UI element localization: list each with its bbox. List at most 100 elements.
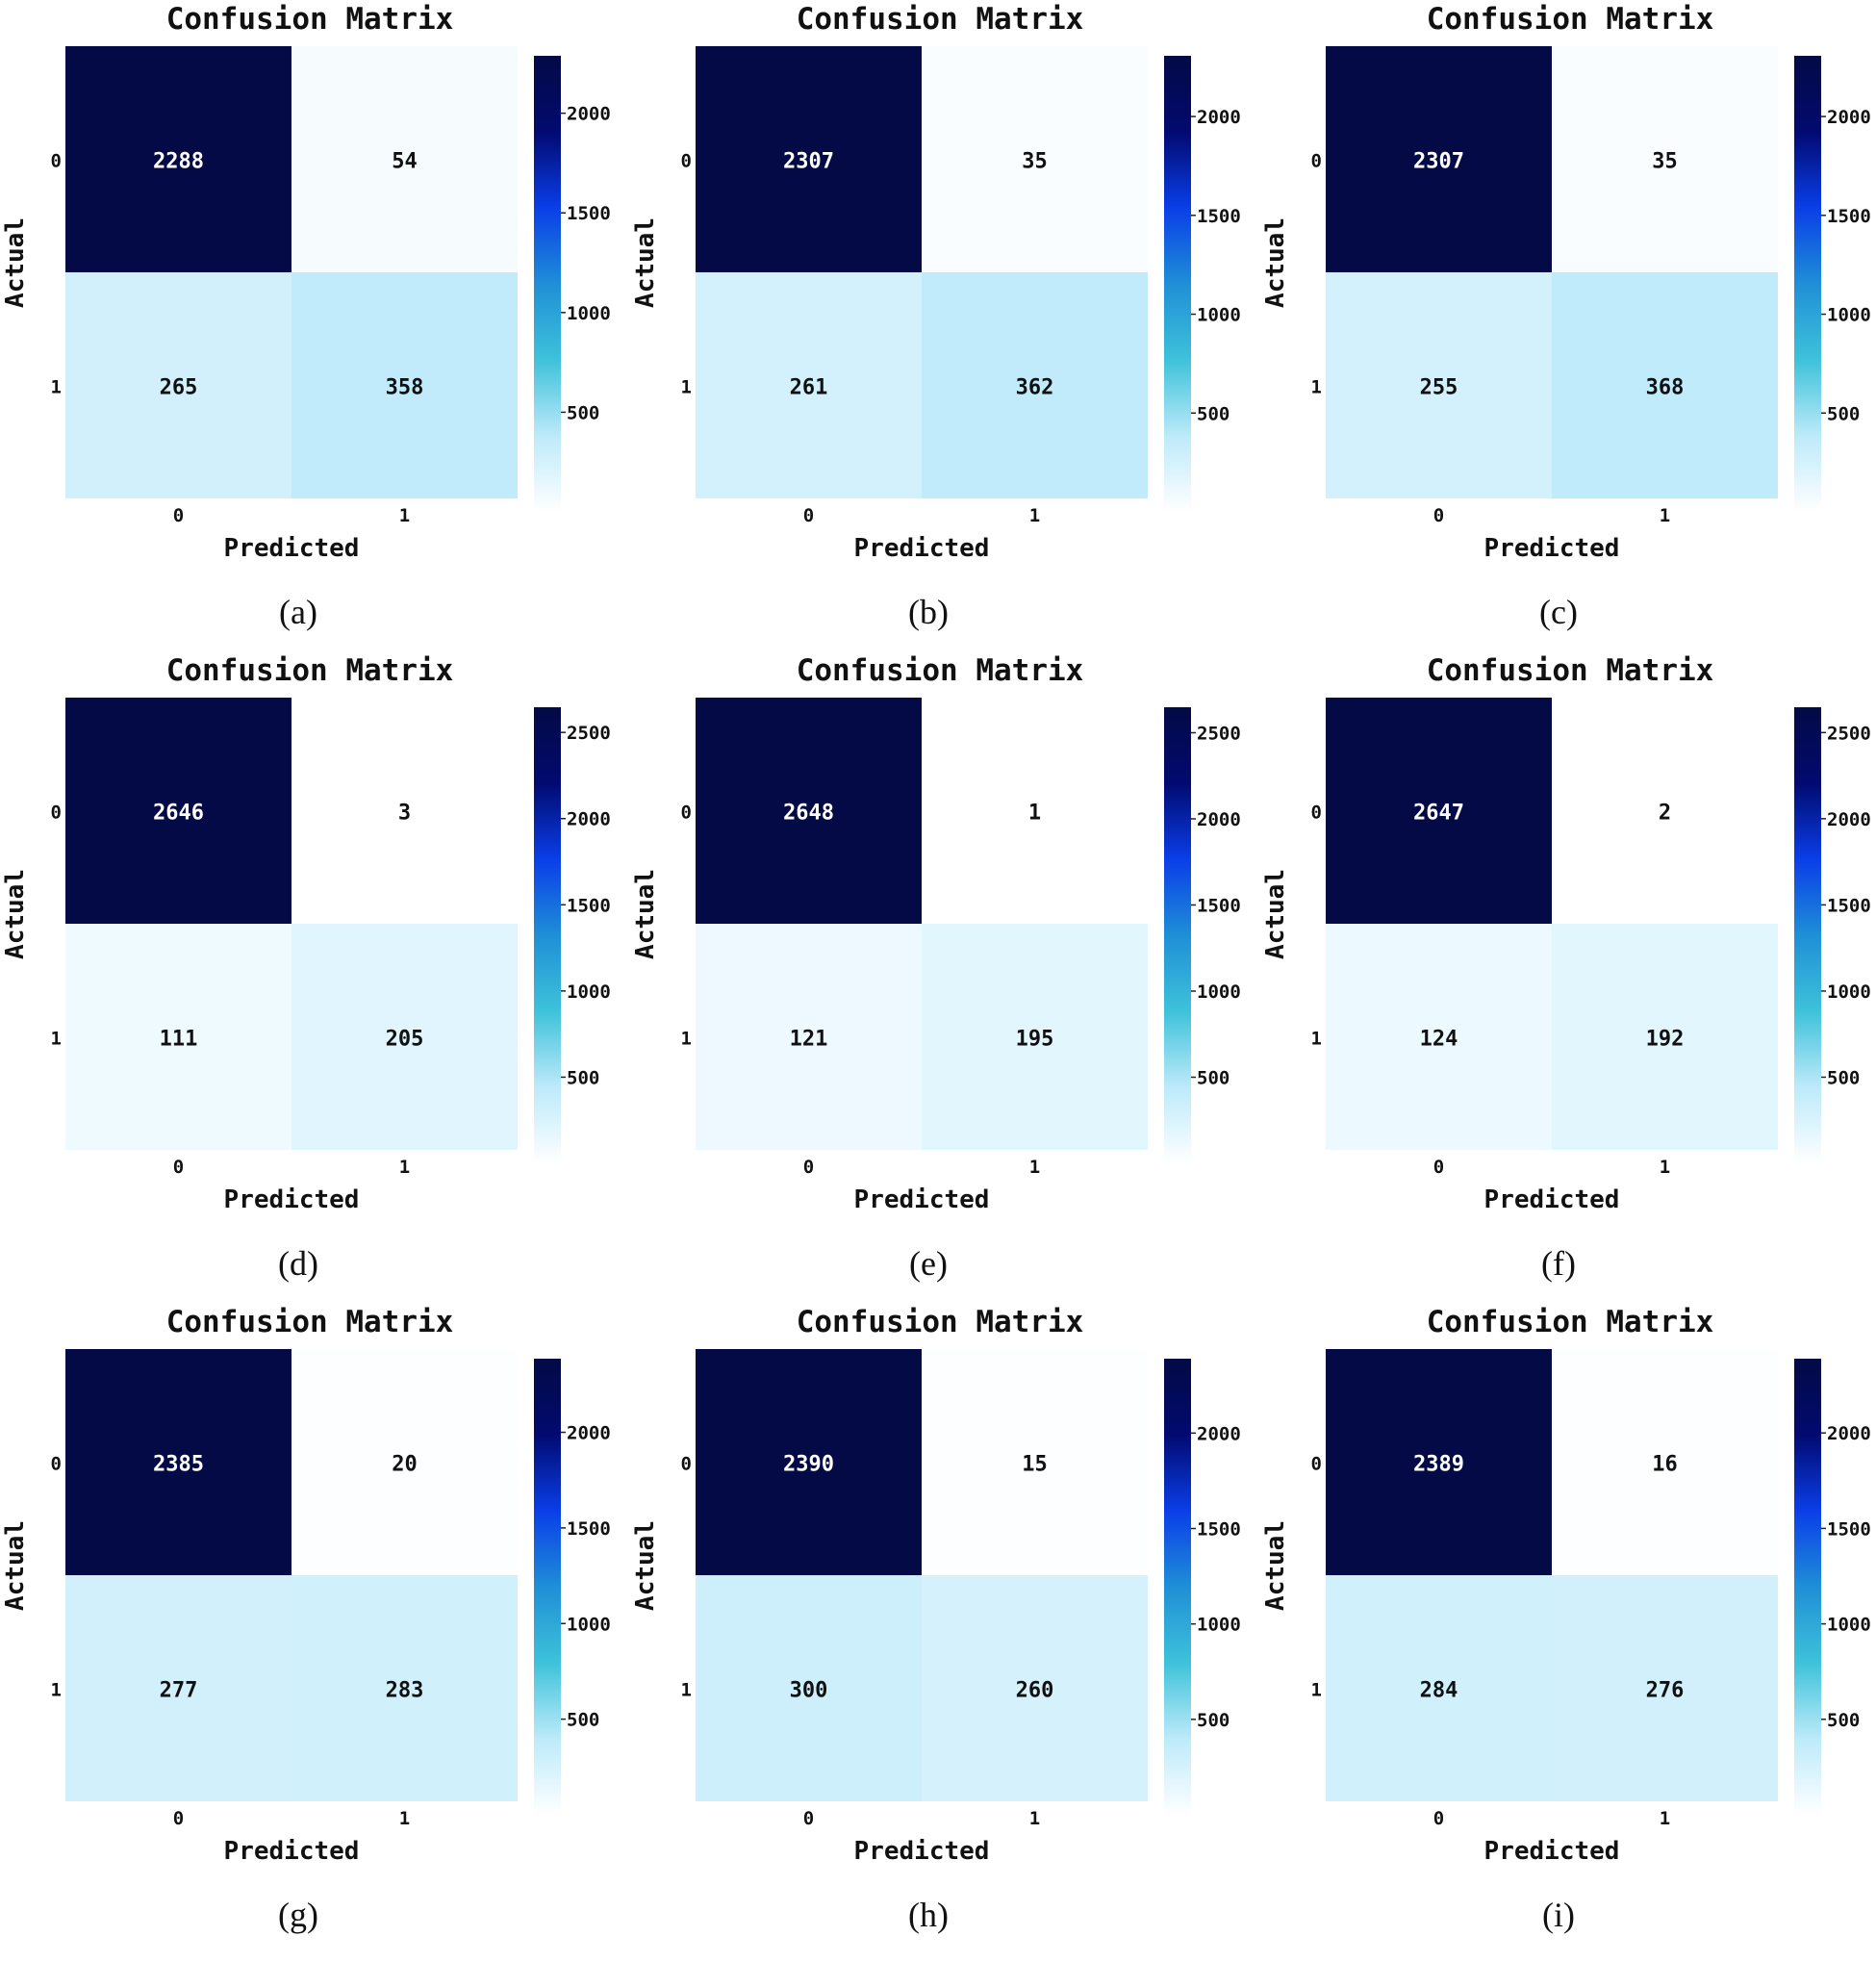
- y-axis-label: Actual: [631, 217, 660, 308]
- x-axis-label: Predicted: [1484, 1185, 1620, 1214]
- colorbar-tick-label: 500: [1827, 403, 1860, 424]
- colorbar-tick-label: 2500: [567, 723, 611, 744]
- colorbar: [1794, 56, 1821, 512]
- x-tick-label: 0: [803, 1808, 814, 1829]
- panel-caption: (c): [1539, 593, 1578, 631]
- cell-value-label: 54: [392, 150, 418, 174]
- colorbar-tick-label: 2000: [1827, 107, 1871, 128]
- chart-title: Confusion Matrix: [1427, 1305, 1714, 1339]
- heatmap-cell: [1326, 1575, 1552, 1801]
- heatmap-cell: [696, 272, 922, 498]
- colorbar-tick-label: 1000: [1827, 981, 1871, 1003]
- cell-value-label: 300: [790, 1679, 828, 1703]
- x-tick-label: 0: [803, 505, 814, 526]
- y-tick-label: 1: [51, 1029, 62, 1050]
- cell-value-label: 2307: [783, 150, 834, 174]
- cell-value-label: 284: [1420, 1679, 1458, 1703]
- y-tick-label: 0: [681, 151, 692, 172]
- colorbar: [1164, 56, 1191, 512]
- cell-value-label: 2389: [1413, 1453, 1464, 1477]
- heatmap-cell: [292, 1349, 518, 1575]
- heatmap-cell: [696, 1575, 922, 1801]
- colorbar-tick-label: 500: [567, 1067, 599, 1088]
- heatmap-cell: [922, 698, 1148, 924]
- cell-value-label: 35: [1022, 150, 1048, 174]
- colorbar-tick-label: 1500: [1827, 1518, 1871, 1540]
- colorbar-tick-label: 1500: [567, 203, 611, 224]
- heatmap-cell: [696, 1349, 922, 1575]
- panel-caption: (h): [908, 1896, 949, 1934]
- y-axis-label: Actual: [1, 217, 30, 308]
- colorbar-tick-label: 500: [1197, 1710, 1230, 1731]
- x-tick-label: 1: [1660, 1808, 1670, 1829]
- x-tick-label: 1: [1029, 1808, 1040, 1829]
- y-axis-label: Actual: [1261, 869, 1290, 959]
- colorbar-tick-label: 1500: [1827, 895, 1871, 916]
- x-axis-label: Predicted: [224, 534, 360, 563]
- colorbar-tick-label: 2500: [1827, 723, 1871, 744]
- panel-caption: (a): [279, 593, 317, 631]
- cell-value-label: 2: [1659, 802, 1671, 826]
- cell-value-label: 192: [1646, 1028, 1685, 1052]
- y-tick-label: 1: [681, 377, 692, 398]
- colorbar: [1794, 1359, 1821, 1815]
- cell-value-label: 15: [1022, 1453, 1048, 1477]
- x-tick-label: 0: [1433, 1808, 1444, 1829]
- panel-caption: (d): [278, 1244, 318, 1283]
- y-tick-label: 0: [1311, 1454, 1322, 1475]
- colorbar-tick-label: 500: [567, 402, 599, 423]
- y-tick-label: 0: [681, 803, 692, 824]
- confusion-matrix-panel: Confusion Matrix 2390 15 300 260 0 1 0 1 Predicte…: [631, 1305, 1241, 1934]
- chart-title: Confusion Matrix: [797, 2, 1084, 37]
- cell-value-label: 255: [1420, 376, 1458, 400]
- heatmap-cell: [65, 1349, 292, 1575]
- heatmap-cell: [1326, 698, 1552, 924]
- colorbar-tick-label: 1500: [1827, 206, 1871, 227]
- chart-title: Confusion Matrix: [797, 653, 1084, 688]
- colorbar-tick-label: 1000: [1827, 1615, 1871, 1636]
- heatmap-cell: [1326, 924, 1552, 1150]
- heatmap-cell: [1552, 924, 1778, 1150]
- cell-value-label: 16: [1652, 1453, 1678, 1477]
- chart-title: Confusion Matrix: [166, 1305, 454, 1339]
- heatmap-cell: [292, 1575, 518, 1801]
- heatmap-cell: [922, 924, 1148, 1150]
- cell-value-label: 121: [790, 1028, 828, 1052]
- x-tick-label: 1: [399, 1808, 410, 1829]
- panel-caption: (b): [908, 593, 949, 631]
- y-tick-label: 1: [1311, 377, 1322, 398]
- confusion-matrix-panel: Confusion Matrix 2648 1 121 195 0 1 0 1 Predicted…: [631, 653, 1241, 1283]
- cell-value-label: 283: [386, 1679, 424, 1703]
- heatmap-cell: [65, 272, 292, 498]
- colorbar-tick-label: 500: [1197, 403, 1230, 424]
- panel-caption: (f): [1541, 1244, 1576, 1283]
- cell-value-label: 111: [160, 1028, 198, 1052]
- cell-value-label: 368: [1646, 376, 1685, 400]
- y-axis-label: Actual: [1261, 1520, 1290, 1611]
- x-axis-label: Predicted: [224, 1837, 360, 1866]
- x-tick-label: 0: [173, 1157, 184, 1178]
- y-tick-label: 1: [1311, 1680, 1322, 1701]
- colorbar-tick-label: 500: [1827, 1067, 1860, 1088]
- heatmap-cell: [1326, 1349, 1552, 1575]
- x-tick-label: 0: [173, 1808, 184, 1829]
- colorbar-tick-label: 2000: [1197, 809, 1241, 830]
- heatmap-cell: [1552, 272, 1778, 498]
- colorbar-tick-label: 2000: [567, 104, 611, 125]
- confusion-matrix-panel: Confusion Matrix 2288 54 265 358 0 1 0 1 Predicte…: [1, 2, 611, 631]
- y-axis-label: Actual: [1, 1520, 30, 1611]
- cell-value-label: 2648: [783, 802, 834, 826]
- cell-value-label: 124: [1420, 1028, 1458, 1052]
- cell-value-label: 2646: [153, 802, 204, 826]
- confusion-matrix-panel: Confusion Matrix 2646 3 111 205 0 1 0 1 Predicted…: [1, 653, 611, 1283]
- x-tick-label: 1: [1029, 1157, 1040, 1178]
- y-tick-label: 0: [681, 1454, 692, 1475]
- x-axis-label: Predicted: [1484, 1837, 1620, 1866]
- y-tick-label: 1: [51, 1680, 62, 1701]
- y-tick-label: 1: [1311, 1029, 1322, 1050]
- x-tick-label: 1: [1660, 505, 1670, 526]
- colorbar: [1164, 1359, 1191, 1815]
- colorbar-tick-label: 2000: [1827, 1423, 1871, 1444]
